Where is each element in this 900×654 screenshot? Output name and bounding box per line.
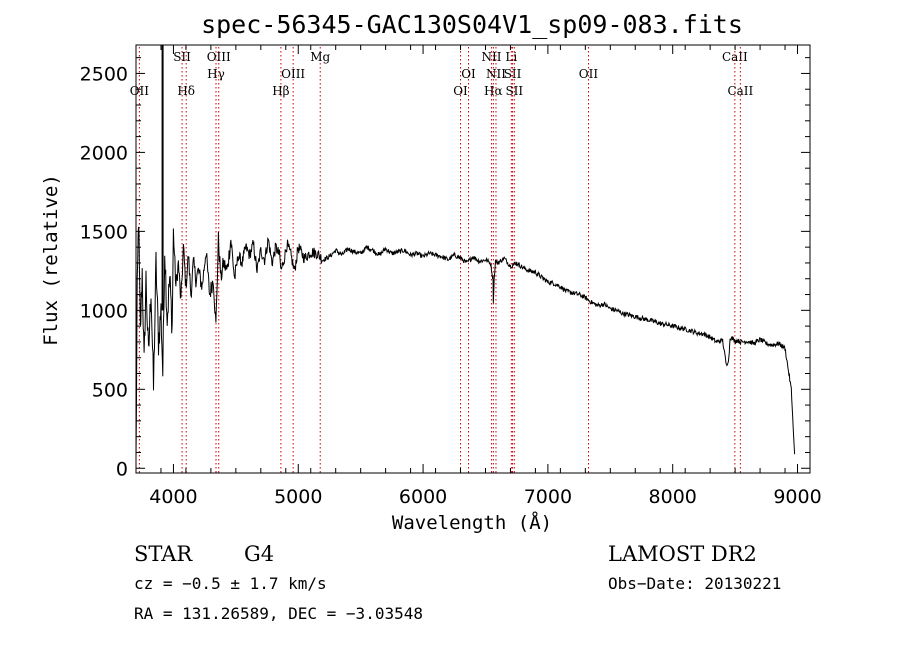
x-tick-label: 4000 (149, 486, 197, 508)
survey-name: LAMOST DR2 (608, 542, 757, 566)
line-marker-label: OI (453, 84, 468, 98)
y-tick-label: 0 (116, 458, 128, 480)
line-marker-label: OIII (281, 67, 305, 81)
y-tick-label: 1000 (80, 300, 128, 322)
spectrum-line (135, 226, 796, 459)
spectral-line-markers: OII SII Hδ Hγ OIII Hβ OIII Mg OI OI NII Hα NII Li SII S… (130, 47, 754, 473)
y-tick-label: 2500 (80, 63, 128, 85)
x-tick-label: 8000 (649, 486, 697, 508)
x-tick-label: 7000 (524, 486, 572, 508)
x-tick-label: 6000 (399, 486, 447, 508)
line-marker-label: Mg (310, 50, 330, 64)
x-axis-label: Wavelength (Å) (392, 511, 552, 534)
y-axis-ticks: 0 500 1000 1500 2000 2500 (80, 57, 810, 480)
line-marker-label: NII (486, 67, 506, 81)
x-tick-label: 9000 (773, 486, 821, 508)
line-marker-label: Hβ (272, 84, 289, 98)
line-marker-label: OII (579, 67, 599, 81)
line-marker-label: CaII (722, 50, 748, 64)
line-marker-label: Hγ (207, 67, 225, 81)
spectrum-series (135, 45, 796, 459)
x-axis-ticks: 4000 5000 6000 7000 8000 9000 (135, 45, 822, 508)
line-marker-label: OI (461, 67, 476, 81)
line-marker-label: Hδ (177, 84, 195, 98)
object-class: STAR (134, 542, 193, 566)
line-marker-label: SII (504, 67, 522, 81)
line-marker-label: OIII (207, 50, 231, 64)
y-tick-label: 1500 (80, 221, 128, 243)
x-tick-label: 5000 (274, 486, 322, 508)
redshift-line: cz = −0.5 ± 1.7 km/s (134, 574, 327, 593)
coordinates: RA = 131.26589, DEC = −3.03548 (134, 604, 423, 623)
obs-date: Obs−Date: 20130221 (608, 574, 781, 593)
line-marker-label: NII (481, 50, 501, 64)
line-marker-label: SII (505, 84, 523, 98)
plot-frame (135, 44, 811, 474)
line-marker-label: Li (505, 50, 517, 64)
y-axis-label: Flux (relative) (40, 174, 62, 346)
y-tick-label: 500 (92, 379, 128, 401)
line-marker-label: CaII (727, 84, 753, 98)
object-subclass: G4 (244, 542, 274, 566)
y-tick-label: 2000 (80, 142, 128, 164)
line-marker-label: Hα (484, 84, 503, 98)
line-marker-label: OII (130, 84, 150, 98)
chart-title: spec-56345-GAC130S04V1_sp09-083.fits (201, 10, 743, 39)
line-marker-label: SII (173, 50, 191, 64)
